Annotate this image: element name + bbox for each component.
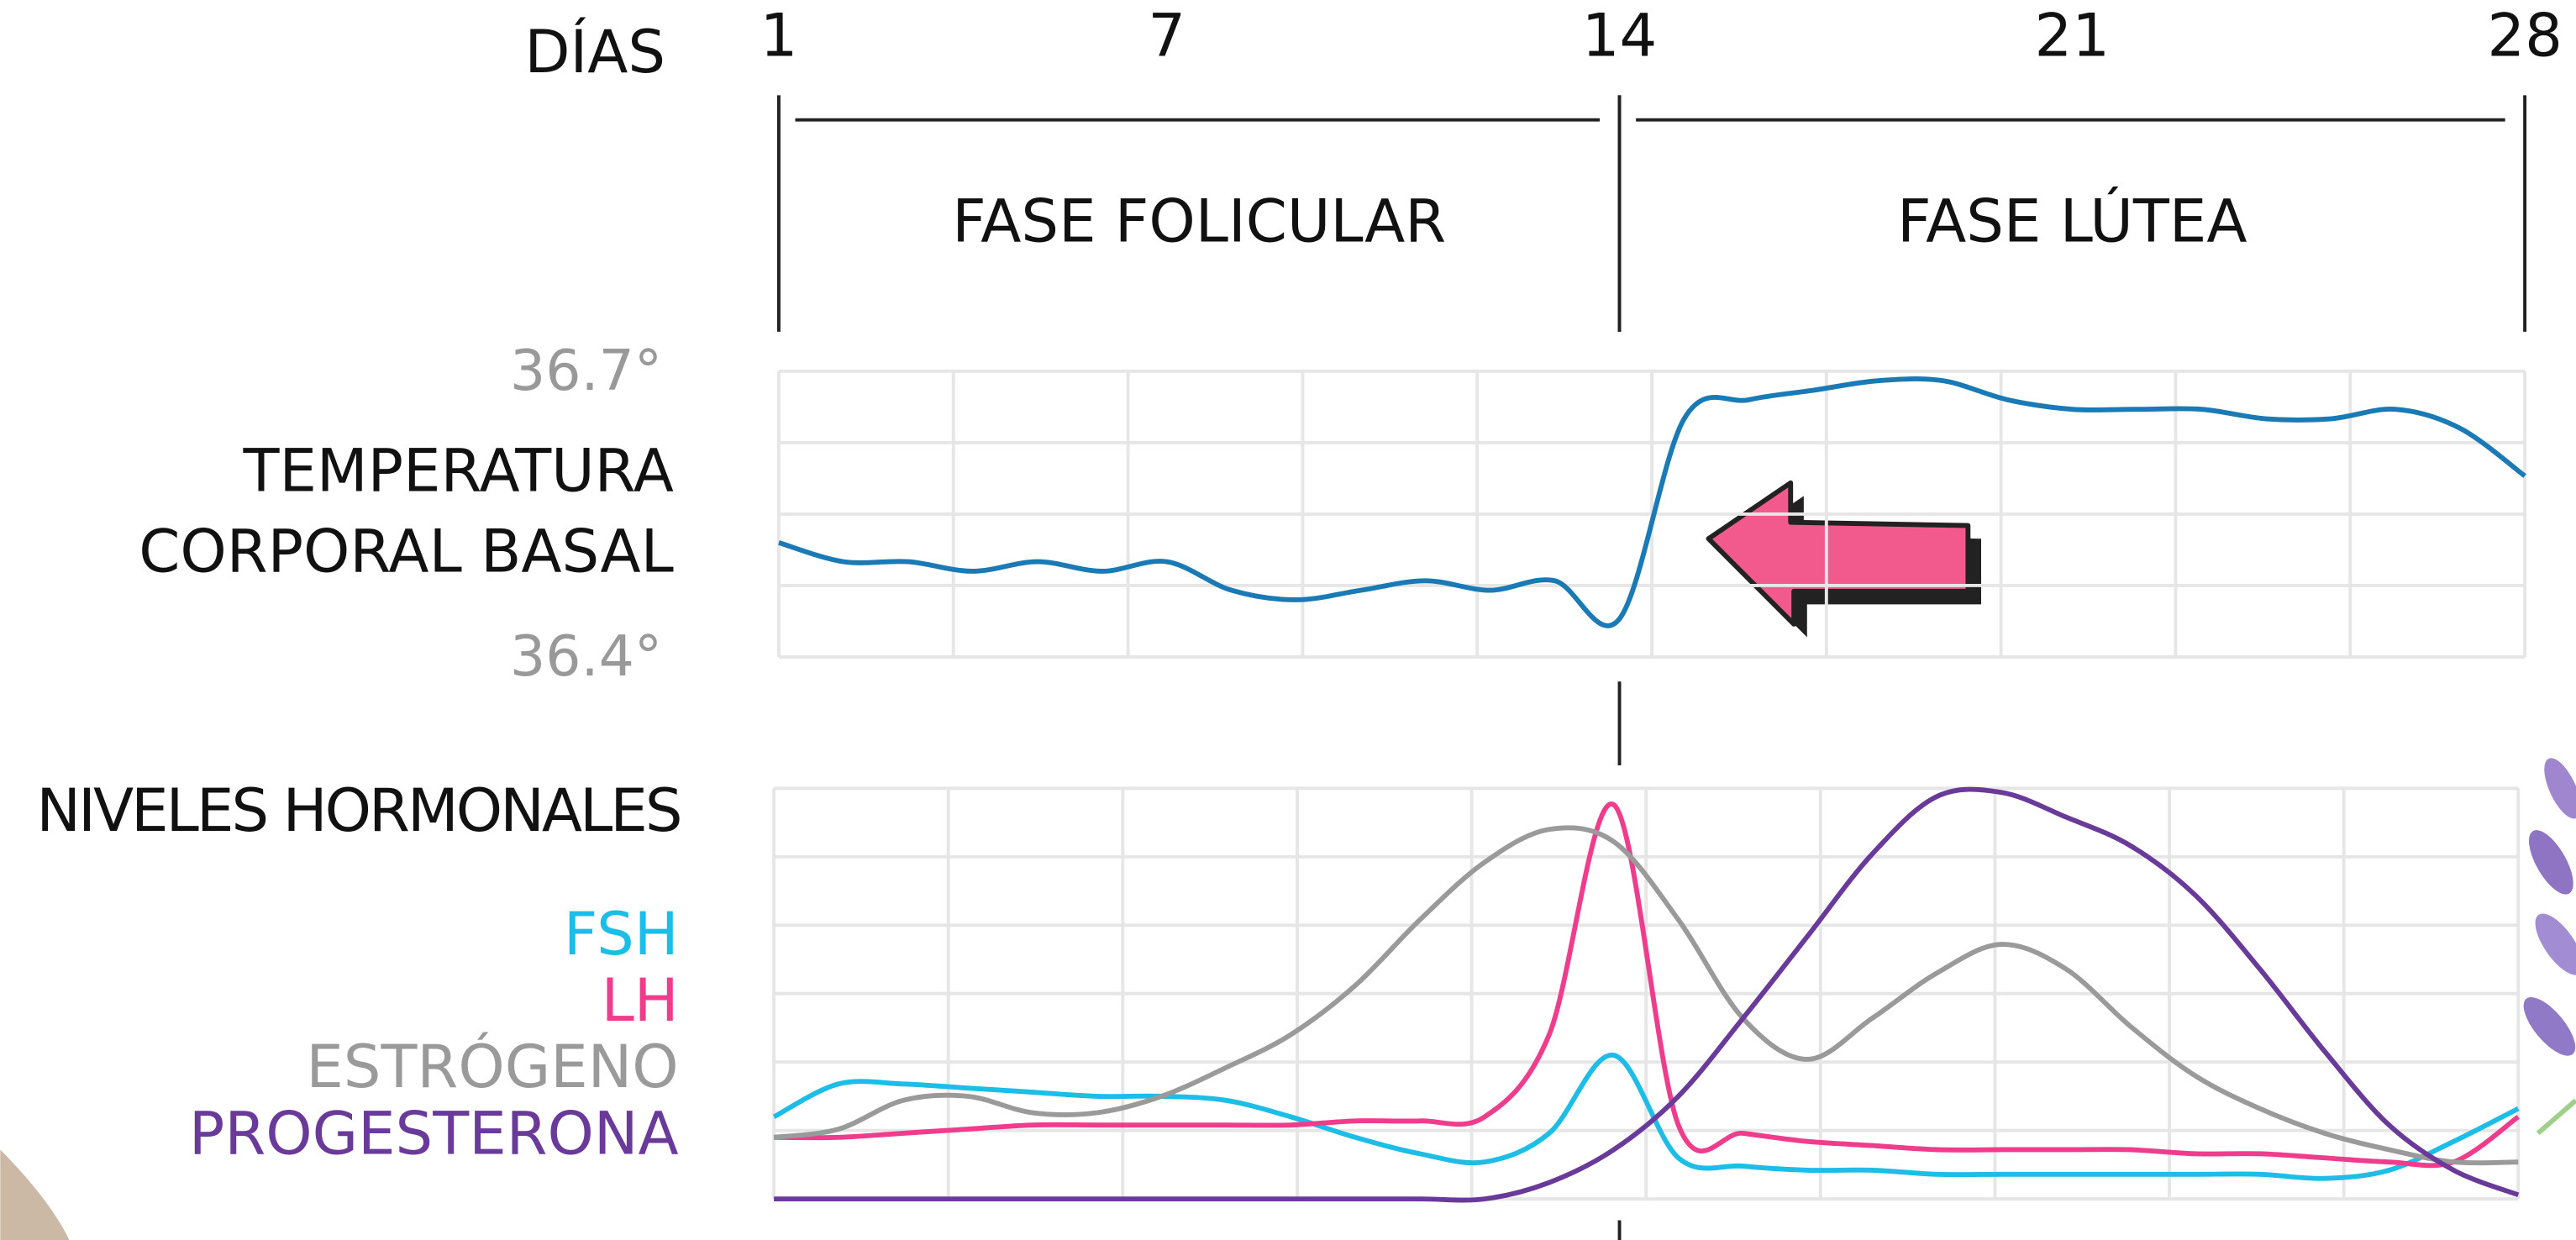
chart-title: NIVELES HORMONALES xyxy=(36,776,680,845)
data-line xyxy=(778,376,2526,628)
legend-entry: ESTRÓGENO xyxy=(306,1032,678,1101)
y-axis-label: CORPORAL BASAL xyxy=(139,517,674,586)
data-line xyxy=(774,801,2520,1169)
x-tick-label: 21 xyxy=(2035,1,2111,70)
x-tick-label: 7 xyxy=(1148,1,1185,70)
x-tick-label: 28 xyxy=(2487,1,2563,70)
x-tick-label: 14 xyxy=(1582,1,1658,70)
y-axis-label: TEMPERATURA xyxy=(242,437,673,506)
decoration-lavender xyxy=(2523,758,2576,1136)
legend-entry: PROGESTERONA xyxy=(189,1099,679,1168)
legend-entry: LH xyxy=(602,966,679,1035)
data-line xyxy=(774,786,2520,1203)
phase-label: FASE FOLICULAR xyxy=(952,187,1446,255)
y-tick-label: 36.4° xyxy=(510,623,662,689)
y-tick-label: 36.7° xyxy=(510,338,662,403)
x-axis-label: DÍAS xyxy=(524,17,665,87)
phase-label: FASE LÚTEA xyxy=(1897,186,2247,255)
decoration xyxy=(0,1149,70,1240)
data-line xyxy=(773,825,2519,1166)
arrow xyxy=(1706,480,1981,638)
x-tick-label: 1 xyxy=(760,1,798,70)
data-line xyxy=(772,1053,2520,1181)
legend-entry: FSH xyxy=(564,900,679,969)
